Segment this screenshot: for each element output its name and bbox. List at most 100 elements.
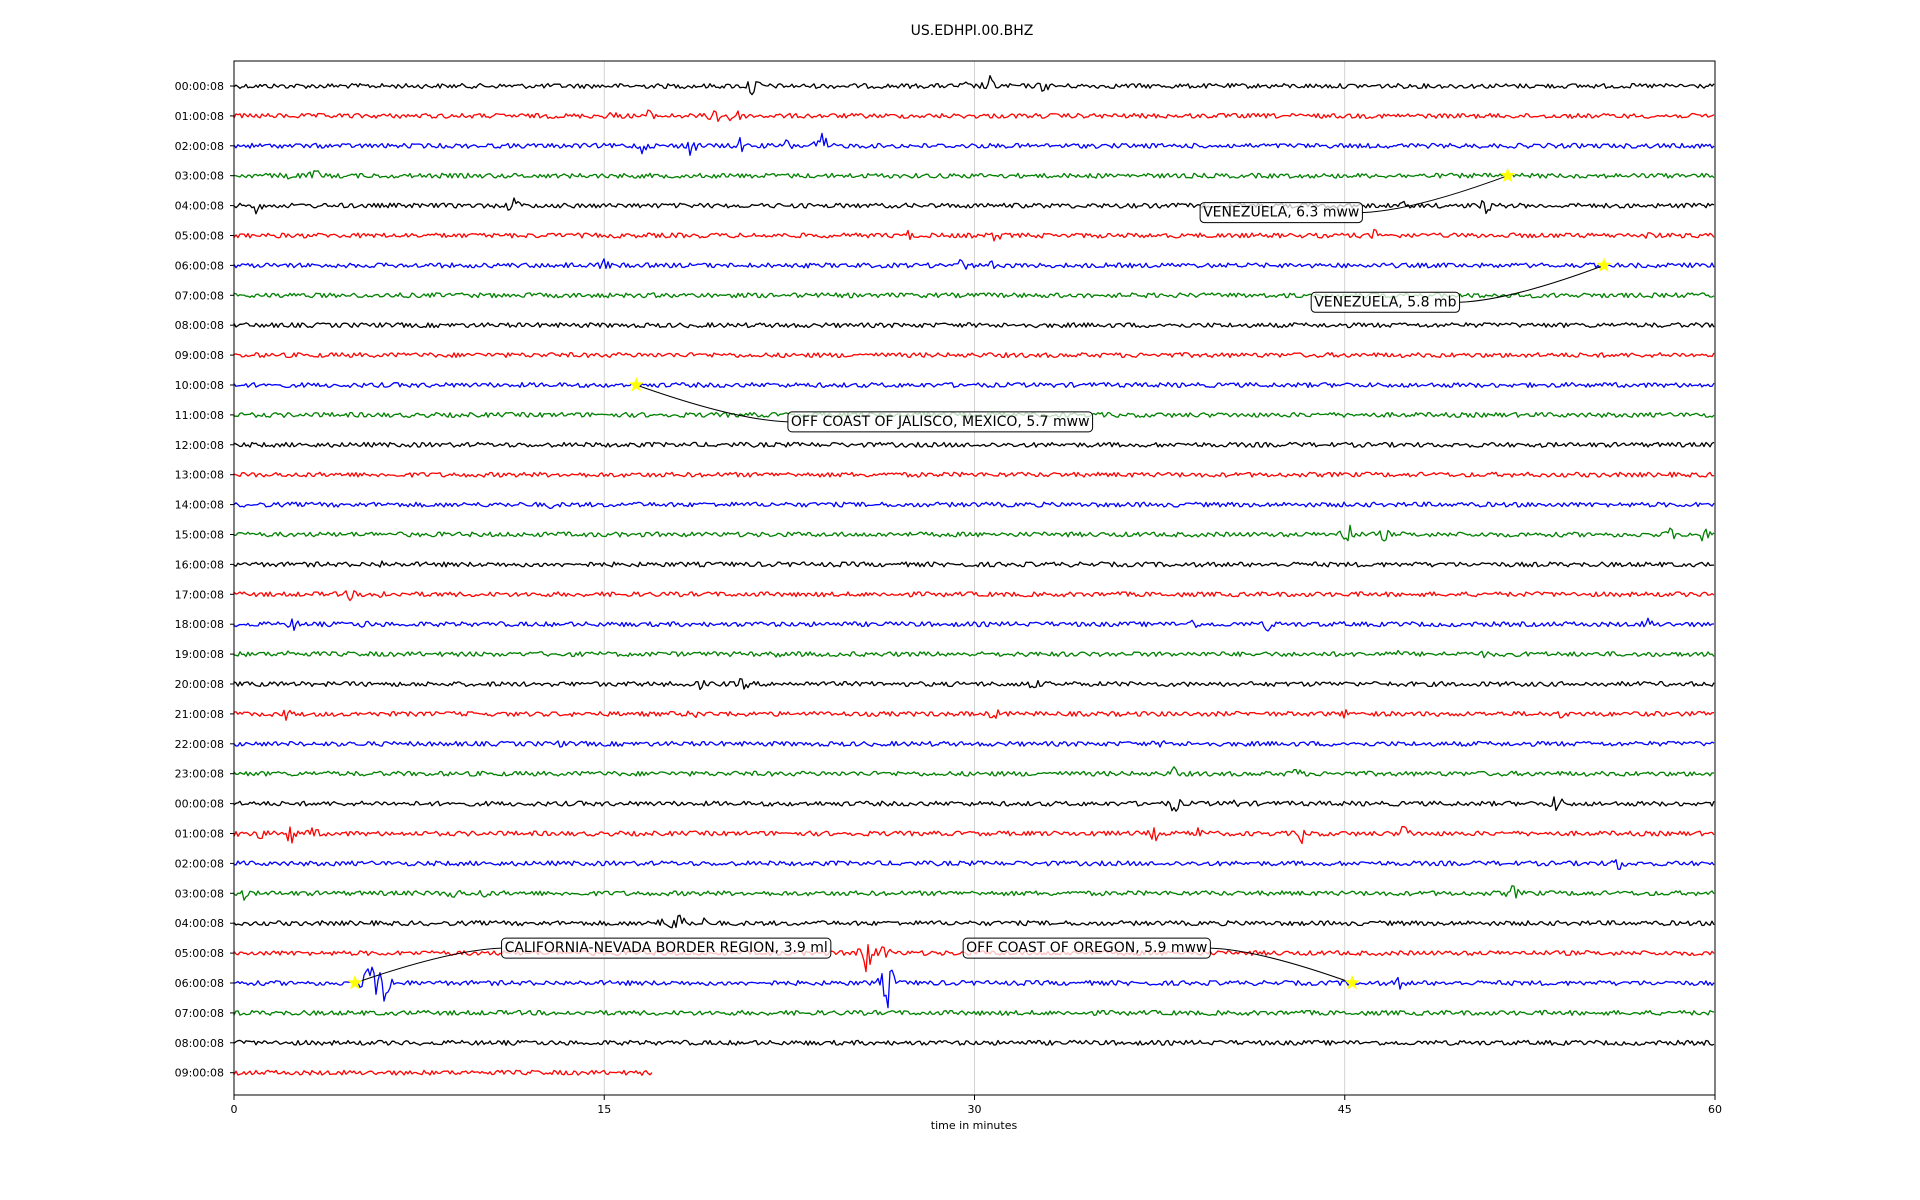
x-tick-label: 15	[597, 1103, 611, 1116]
trace-row-8	[233, 322, 1715, 329]
y-tick-label: 21:00:08	[175, 708, 224, 721]
annotation-label: OFF COAST OF JALISCO, MEXICO, 5.7 mww	[791, 414, 1090, 430]
y-tick-label: 20:00:08	[175, 678, 224, 691]
trace-row-33	[233, 1069, 653, 1076]
annotation-connector	[1362, 175, 1508, 214]
y-tick-label: 08:00:08	[175, 319, 224, 332]
y-tick-label: 15:00:08	[175, 529, 224, 542]
trace-row-18	[233, 617, 1714, 632]
trace-row-19	[233, 649, 1715, 659]
trace-row-1	[233, 109, 1715, 123]
y-tick-label: 11:00:08	[175, 409, 224, 422]
annotation-connector	[1210, 947, 1353, 984]
trace-row-4	[233, 197, 1715, 215]
trace-row-20	[233, 677, 1715, 691]
y-tick-label: 14:00:08	[175, 499, 224, 512]
trace-row-10	[233, 381, 1715, 389]
annotation-box	[1199, 202, 1363, 224]
event-star-marker	[1344, 975, 1360, 990]
trace-row-6	[233, 258, 1715, 270]
trace-row-32	[233, 1039, 1715, 1046]
y-tick-label: 22:00:08	[175, 738, 224, 751]
trace-row-28	[233, 914, 1715, 929]
annotation-connector	[354, 947, 502, 984]
y-tick-label: 19:00:08	[175, 648, 224, 661]
event-annotation-2: OFF COAST OF JALISCO, MEXICO, 5.7 mww	[628, 377, 1094, 433]
annotation-box	[962, 937, 1211, 959]
annotation-label: VENEZUELA, 6.3 mww	[1203, 205, 1359, 221]
trace-row-0	[233, 74, 1715, 96]
y-tick-label: 03:00:08	[175, 170, 224, 183]
y-tick-label: 05:00:08	[175, 947, 224, 960]
event-star-marker	[1500, 167, 1516, 183]
y-tick-label: 07:00:08	[175, 289, 224, 302]
annotation-box	[501, 937, 832, 959]
y-tick-label: 02:00:08	[175, 857, 224, 870]
trace-row-5	[233, 228, 1715, 242]
annotation-box	[1310, 291, 1461, 313]
chart-title: US.EDHPI.00.BHZ	[911, 23, 1034, 39]
trace-row-14	[233, 501, 1715, 510]
trace-row-30	[233, 966, 1715, 1009]
event-star-marker	[1596, 257, 1612, 272]
y-tick-label: 09:00:08	[175, 349, 224, 362]
y-tick-label: 13:00:08	[175, 469, 224, 482]
y-tick-label: 01:00:08	[175, 110, 224, 123]
trace-row-2	[233, 132, 1715, 156]
event-star-marker	[628, 377, 644, 392]
trace-row-15	[233, 524, 1715, 542]
event-annotation-0: VENEZUELA, 6.3 mww	[1199, 167, 1516, 224]
y-tick-label: 03:00:08	[175, 887, 224, 900]
y-tick-label: 06:00:08	[175, 977, 224, 990]
trace-row-3	[233, 170, 1715, 180]
y-tick-label: 10:00:08	[175, 379, 224, 392]
x-tick-label: 45	[1338, 1103, 1352, 1116]
trace-row-9	[233, 352, 1715, 359]
trace-row-12	[233, 441, 1715, 448]
x-axis-ticks: 0 15 30 45 60	[231, 1095, 1722, 1116]
y-tick-label: 16:00:08	[175, 558, 224, 571]
trace-row-7	[233, 292, 1715, 299]
event-star-marker	[347, 975, 363, 990]
event-annotation-1: VENEZUELA, 5.8 mb	[1310, 257, 1612, 313]
trace-row-24	[233, 796, 1715, 812]
y-tick-label: 06:00:08	[175, 259, 224, 272]
y-tick-label: 01:00:08	[175, 828, 224, 841]
annotation-connector	[1459, 264, 1605, 303]
annotation-label: VENEZUELA, 5.8 mb	[1314, 294, 1456, 310]
y-tick-label: 05:00:08	[175, 230, 224, 243]
trace-row-25	[233, 825, 1715, 845]
y-tick-label: 17:00:08	[175, 588, 224, 601]
trace-row-21	[233, 709, 1715, 721]
y-tick-label: 04:00:08	[175, 917, 224, 930]
y-tick-label: 08:00:08	[175, 1037, 224, 1050]
y-tick-label: 09:00:08	[175, 1067, 224, 1080]
trace-row-17	[233, 590, 1715, 602]
y-tick-label: 04:00:08	[175, 200, 224, 213]
trace-row-27	[233, 885, 1715, 901]
annotation-label: OFF COAST OF OREGON, 5.9 mww	[966, 940, 1207, 956]
x-tick-label: 0	[231, 1103, 238, 1116]
trace-row-13	[233, 471, 1715, 478]
x-tick-label: 30	[968, 1103, 982, 1116]
event-annotation-4: OFF COAST OF OREGON, 5.9 mww	[962, 937, 1360, 990]
y-tick-label: 18:00:08	[175, 618, 224, 631]
annotation-box	[787, 411, 1094, 433]
trace-row-31	[233, 1009, 1715, 1016]
y-tick-label: 00:00:08	[175, 80, 224, 93]
annotation-connector	[636, 384, 788, 423]
y-tick-label: 07:00:08	[175, 1007, 224, 1020]
y-tick-label: 02:00:08	[175, 140, 224, 153]
trace-row-16	[233, 560, 1714, 568]
event-annotation-3: CALIFORNIA-NEVADA BORDER REGION, 3.9 ml	[347, 937, 832, 990]
x-tick-label: 60	[1708, 1103, 1722, 1116]
trace-row-22	[233, 740, 1715, 748]
trace-row-23	[233, 766, 1715, 777]
y-tick-label: 00:00:08	[175, 798, 224, 811]
trace-row-26	[233, 859, 1715, 870]
annotation-label: CALIFORNIA-NEVADA BORDER REGION, 3.9 ml	[505, 940, 828, 956]
event-annotations: VENEZUELA, 6.3 mww VENEZUELA, 5.8 mb OFF C…	[347, 167, 1612, 990]
x-axis-label: time in minutes	[931, 1119, 1018, 1132]
y-tick-label: 23:00:08	[175, 768, 224, 781]
